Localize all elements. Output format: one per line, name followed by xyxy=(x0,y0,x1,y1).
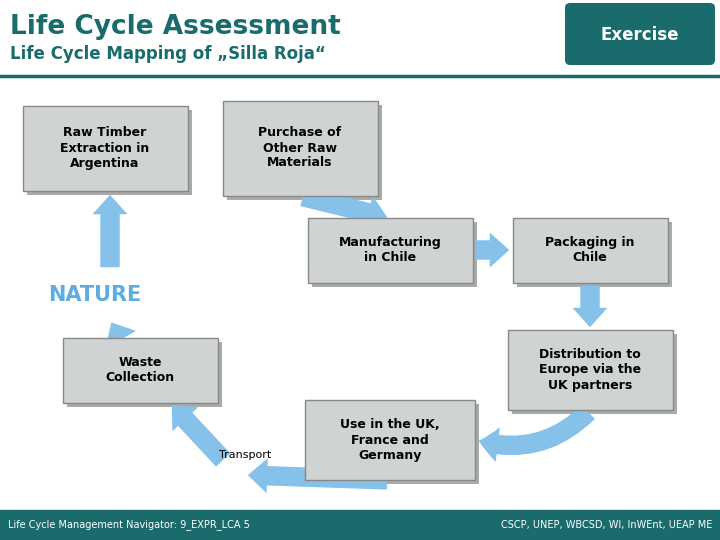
FancyBboxPatch shape xyxy=(565,3,715,65)
FancyBboxPatch shape xyxy=(305,400,475,480)
FancyBboxPatch shape xyxy=(508,330,672,410)
FancyBboxPatch shape xyxy=(513,218,667,282)
FancyBboxPatch shape xyxy=(27,110,192,194)
Text: Purchase of
Other Raw
Materials: Purchase of Other Raw Materials xyxy=(258,126,341,170)
Text: Raw Timber
Extraction in
Argentina: Raw Timber Extraction in Argentina xyxy=(60,126,150,170)
Text: Distribution to
Europe via the
UK partners: Distribution to Europe via the UK partne… xyxy=(539,348,641,392)
FancyBboxPatch shape xyxy=(516,221,672,287)
FancyBboxPatch shape xyxy=(307,218,472,282)
Text: CSCP, UNEP, WBCSD, WI, InWEnt, UEAP ME: CSCP, UNEP, WBCSD, WI, InWEnt, UEAP ME xyxy=(500,520,712,530)
Text: Life Cycle Management Navigator: 9_EXPR_LCA 5: Life Cycle Management Navigator: 9_EXPR_… xyxy=(8,519,250,530)
FancyBboxPatch shape xyxy=(222,100,377,195)
Text: Use in the UK,
France and
Germany: Use in the UK, France and Germany xyxy=(340,418,440,462)
Text: Exercise: Exercise xyxy=(600,26,679,44)
Bar xyxy=(0,510,720,540)
Text: Life Cycle Mapping of „Silla Roja“: Life Cycle Mapping of „Silla Roja“ xyxy=(10,45,326,63)
Text: Life Cycle Assessment: Life Cycle Assessment xyxy=(10,14,341,40)
FancyBboxPatch shape xyxy=(227,105,382,199)
FancyBboxPatch shape xyxy=(66,341,222,407)
FancyBboxPatch shape xyxy=(63,338,217,402)
FancyBboxPatch shape xyxy=(511,334,677,414)
FancyBboxPatch shape xyxy=(309,404,479,484)
Text: NATURE: NATURE xyxy=(48,285,142,305)
Text: Manufacturing
in Chile: Manufacturing in Chile xyxy=(338,236,441,264)
Text: Packaging in
Chile: Packaging in Chile xyxy=(545,236,635,264)
Text: Waste
Collection: Waste Collection xyxy=(105,356,174,384)
FancyBboxPatch shape xyxy=(312,221,477,287)
FancyBboxPatch shape xyxy=(22,105,187,191)
Text: Transport: Transport xyxy=(219,450,271,460)
